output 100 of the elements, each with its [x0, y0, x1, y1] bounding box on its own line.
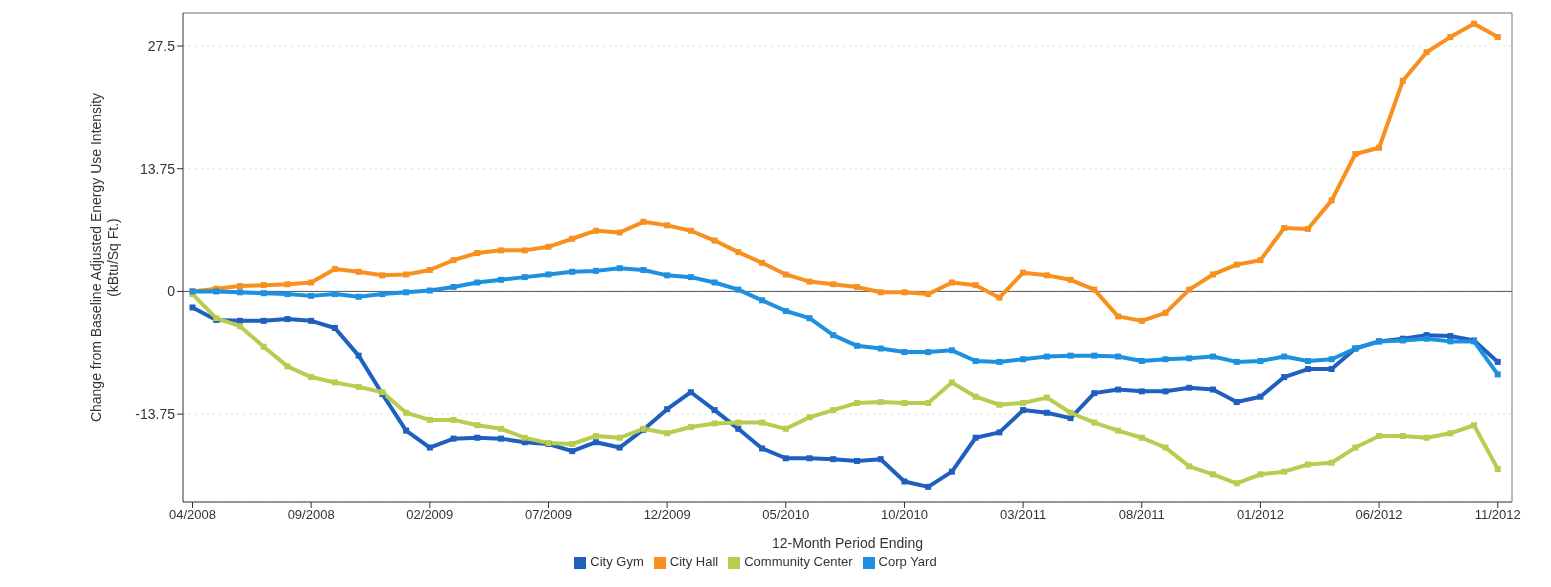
- point: [687, 274, 694, 281]
- point: [1471, 20, 1478, 27]
- point: [830, 332, 837, 339]
- point: [735, 425, 742, 432]
- point: [331, 325, 338, 331]
- point: [569, 448, 576, 455]
- point: [1186, 463, 1193, 470]
- point: [901, 349, 908, 356]
- point: [853, 283, 860, 290]
- point: [355, 293, 362, 300]
- point: [1091, 352, 1098, 359]
- point: [498, 435, 505, 442]
- point: [1067, 276, 1074, 283]
- point: [1281, 374, 1288, 381]
- x-tick-label: 02/2009: [406, 507, 454, 523]
- point: [687, 227, 694, 234]
- point: [1043, 272, 1050, 279]
- y-tick-label: -13.75: [135, 406, 176, 423]
- point: [616, 229, 623, 236]
- point: [236, 289, 243, 296]
- point: [1328, 459, 1335, 466]
- point: [498, 276, 505, 283]
- point: [355, 352, 362, 359]
- point: [616, 434, 623, 441]
- point: [1186, 355, 1193, 362]
- point: [853, 457, 860, 464]
- point: [1328, 366, 1335, 373]
- point: [474, 250, 481, 257]
- point: [379, 291, 386, 298]
- point: [948, 279, 955, 286]
- point: [1233, 358, 1240, 365]
- point: [925, 349, 932, 356]
- point: [403, 427, 410, 434]
- point: [972, 434, 979, 441]
- point: [426, 266, 433, 273]
- point: [1186, 286, 1193, 293]
- point: [1020, 356, 1027, 363]
- point: [474, 422, 481, 429]
- point: [782, 425, 789, 432]
- point: [972, 358, 979, 365]
- point: [308, 292, 315, 299]
- point: [1257, 257, 1264, 264]
- point: [592, 267, 599, 274]
- x-tick-label: 08/2011: [1118, 507, 1165, 523]
- point: [972, 393, 979, 400]
- point: [260, 343, 267, 350]
- point: [474, 279, 481, 286]
- point: [1162, 444, 1169, 451]
- point: [308, 279, 315, 286]
- point: [236, 283, 243, 290]
- point: [806, 315, 813, 322]
- x-tick-label: 03/2011: [1000, 507, 1047, 523]
- point: [260, 317, 267, 324]
- point: [1209, 353, 1216, 360]
- point: [236, 323, 243, 330]
- point: [1376, 432, 1383, 439]
- point: [830, 407, 837, 414]
- point: [545, 243, 552, 250]
- x-tick-label: 11/2012: [1474, 507, 1521, 523]
- point: [426, 416, 433, 423]
- point: [948, 347, 955, 354]
- point: [1447, 338, 1454, 345]
- point: [711, 237, 718, 244]
- point: [521, 247, 528, 254]
- point: [972, 282, 979, 289]
- point: [1162, 356, 1169, 363]
- point: [830, 281, 837, 288]
- point: [830, 456, 837, 463]
- point: [1399, 432, 1406, 439]
- point: [877, 345, 884, 352]
- point: [1328, 356, 1335, 363]
- point: [1304, 461, 1311, 468]
- point: [1162, 388, 1169, 395]
- x-tick-label: 07/2009: [524, 507, 572, 523]
- point: [426, 287, 433, 294]
- point: [853, 342, 860, 349]
- x-tick-label: 01/2012: [1236, 507, 1284, 523]
- point: [1115, 313, 1122, 320]
- point: [450, 416, 457, 423]
- point: [877, 399, 884, 406]
- point: [1352, 150, 1359, 157]
- point: [1494, 465, 1501, 472]
- point: [687, 424, 694, 431]
- point: [1281, 353, 1288, 360]
- y-tick-label: 27.5: [147, 37, 176, 54]
- point: [1209, 471, 1216, 478]
- point: [1067, 352, 1074, 359]
- x-tick-label: 12/2009: [643, 507, 691, 523]
- point: [521, 434, 528, 441]
- point: [996, 358, 1003, 365]
- point: [403, 271, 410, 278]
- point: [308, 317, 315, 324]
- point: [569, 268, 576, 275]
- point: [782, 308, 789, 315]
- point: [664, 406, 671, 413]
- point: [759, 259, 766, 266]
- point: [996, 294, 1003, 301]
- point: [331, 266, 338, 273]
- point: [1162, 309, 1169, 316]
- point: [1423, 49, 1430, 56]
